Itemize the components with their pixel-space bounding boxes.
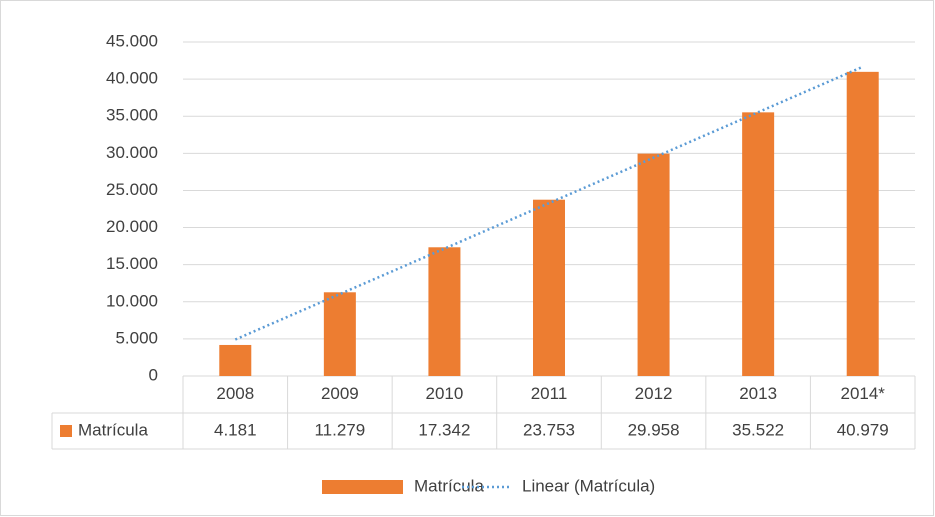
y-tick-label: 30.000 [106, 143, 158, 162]
table-value: 40.979 [837, 420, 889, 439]
trendline [234, 65, 864, 341]
x-tick-label: 2008 [216, 384, 254, 403]
table-value: 29.958 [628, 420, 680, 439]
x-tick-label: 2012 [635, 384, 673, 403]
y-tick-label: 25.000 [106, 180, 158, 199]
x-tick-label: 2010 [426, 384, 464, 403]
bar [533, 199, 565, 376]
y-tick-label: 35.000 [106, 106, 158, 125]
y-tick-label: 15.000 [106, 254, 158, 273]
x-tick-label: 2009 [321, 384, 359, 403]
table-value: 23.753 [523, 420, 575, 439]
table-legend-key [60, 425, 72, 437]
bar [219, 344, 252, 376]
legend-label: Matrícula [414, 476, 484, 495]
x-tick-label: 2013 [739, 384, 777, 403]
y-tick-label: 45.000 [106, 31, 158, 50]
table-row-header: Matrícula [78, 420, 148, 439]
legend-key [322, 480, 403, 494]
x-tick-label: 2014* [840, 384, 885, 403]
y-tick-label: 20.000 [106, 217, 158, 236]
bar [637, 153, 670, 376]
y-tick-label: 5.000 [115, 328, 158, 347]
bar [742, 112, 775, 376]
y-tick-label: 0 [149, 365, 158, 384]
x-tick-label: 2011 [531, 384, 568, 403]
y-tick-label: 40.000 [106, 69, 158, 88]
table-value: 35.522 [732, 420, 784, 439]
y-tick-label: 10.000 [106, 291, 158, 310]
bar [428, 247, 461, 376]
bar [846, 71, 879, 376]
table-value: 4.181 [214, 420, 257, 439]
legend-label: Linear (Matrícula) [522, 476, 655, 495]
bar [323, 292, 356, 376]
table-value: 17.342 [418, 420, 470, 439]
table-value: 11.279 [314, 420, 365, 439]
